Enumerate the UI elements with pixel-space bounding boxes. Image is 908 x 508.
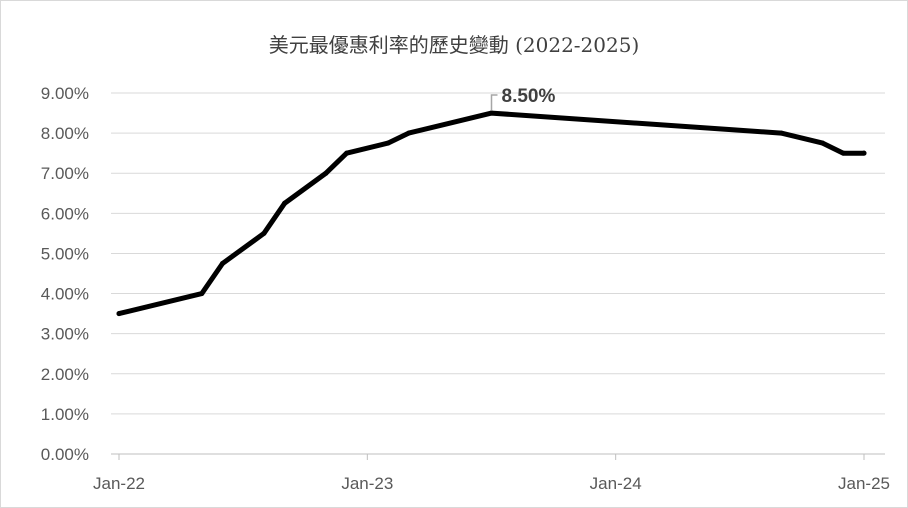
data-point	[861, 150, 867, 156]
x-tick-label: Jan-22	[93, 474, 145, 493]
y-tick-label: 0.00%	[41, 445, 89, 464]
data-point	[344, 150, 350, 156]
y-axis-tick-labels: 0.00% 1.00% 2.00% 3.00% 4.00% 5.00% 6.00% 7.00%…	[41, 84, 89, 464]
x-axis: Jan-22 Jan-23 Jan-24 Jan-25	[93, 454, 890, 493]
chart-title: 美元最優惠利率的歷史變動 (2022-2025)	[269, 33, 640, 57]
x-tick-label: Jan-23	[341, 474, 393, 493]
y-tick-label: 1.00%	[41, 405, 89, 424]
y-tick-label: 5.00%	[41, 244, 89, 263]
y-tick-label: 4.00%	[41, 285, 89, 304]
series-group	[116, 110, 867, 317]
annotation-leader-line	[490, 94, 498, 111]
y-tick-label: 7.00%	[41, 164, 89, 183]
data-point	[116, 311, 122, 317]
data-point	[385, 140, 391, 146]
data-point	[261, 230, 267, 236]
data-point	[406, 130, 412, 136]
data-point	[840, 150, 846, 156]
data-point	[282, 200, 288, 206]
x-tick-label: Jan-25	[838, 474, 890, 493]
data-point	[219, 260, 225, 266]
y-tick-label: 2.00%	[41, 365, 89, 384]
y-tick-label: 3.00%	[41, 325, 89, 344]
y-tick-label: 6.00%	[41, 204, 89, 223]
grid-lines	[111, 92, 885, 455]
series-line	[116, 110, 867, 317]
data-point	[323, 170, 329, 176]
data-point	[820, 140, 826, 146]
data-point	[489, 110, 494, 116]
data-point	[199, 291, 205, 297]
x-tick-label: Jan-24	[590, 474, 642, 493]
y-tick-label: 8.00%	[41, 124, 89, 143]
annotation-group: 8.50%	[490, 86, 556, 111]
data-point	[778, 130, 784, 136]
y-tick-label: 9.00%	[41, 84, 89, 103]
data-label-peak: 8.50%	[502, 86, 556, 107]
